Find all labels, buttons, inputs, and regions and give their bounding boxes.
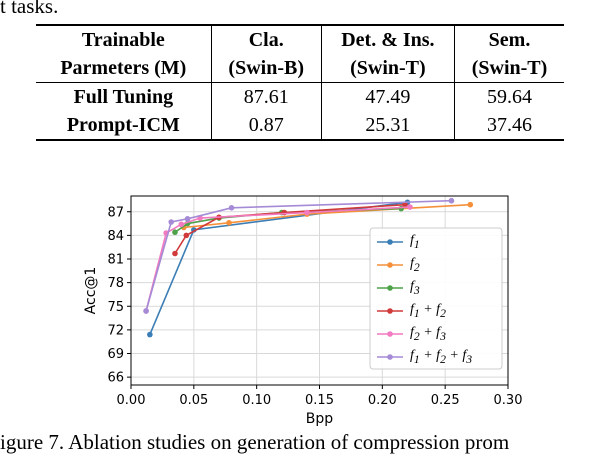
x-tick-label: 0.05 <box>179 393 208 408</box>
data-point <box>183 232 190 239</box>
table-header-row-1: Trainable Cla. Det. & Ins. Sem. <box>36 24 564 54</box>
caption-bottom: igure 7. Ablation studies on generation … <box>0 430 510 454</box>
legend-label: f2 <box>410 256 420 274</box>
x-tick-label: 0.20 <box>368 393 397 408</box>
x-tick-label: 0.30 <box>494 393 523 408</box>
chart-legend: f1 f2 f3 f1 + f2 f2 + f3 f1 + f2 + f3 <box>369 227 503 370</box>
data-point <box>147 331 153 338</box>
legend-swatch-marker <box>387 262 393 268</box>
col-header: Trainable <box>36 24 212 54</box>
legend-label: f1 + f2 <box>410 302 446 320</box>
legend-entry: f1 + f2 <box>410 302 446 320</box>
data-point <box>226 219 232 226</box>
col-header: (Swin-B) <box>210 54 322 83</box>
y-tick-label: 69 <box>107 347 124 362</box>
legend-swatch-marker <box>387 285 393 291</box>
x-tick-label: 0.15 <box>305 393 334 408</box>
data-point <box>402 201 408 208</box>
col-header: Parmeters (M) <box>60 57 187 79</box>
legend-label: f1 <box>410 233 420 251</box>
data-point <box>143 308 149 314</box>
data-point <box>228 205 235 211</box>
legend-label: f3 <box>410 279 420 297</box>
y-tick-label: 75 <box>107 300 124 315</box>
data-point <box>448 197 455 204</box>
ablation-chart: 0.00 0.05 0.10 0.15 0.20 0.25 0.30 66 69 72 75 78 81… <box>0 190 598 430</box>
table-cell: 87.61 <box>210 82 322 111</box>
legend-label: f2 + f3 <box>410 325 446 343</box>
legend-entry: f1 <box>410 233 420 251</box>
col-header: Sem. <box>454 24 564 54</box>
data-point <box>467 201 474 208</box>
legend-swatch-marker <box>387 239 393 245</box>
legend-label: f1 + f2 + f3 <box>410 348 473 366</box>
data-point <box>304 209 310 216</box>
y-tick-label: 84 <box>107 229 124 244</box>
x-tick-label: 0.00 <box>117 393 146 408</box>
y-tick-label: 81 <box>107 253 124 268</box>
y-tick-label: 87 <box>107 205 124 220</box>
series-line <box>145 206 411 312</box>
data-point <box>168 219 175 225</box>
data-point <box>407 204 413 210</box>
legend-entry: f2 <box>410 256 420 274</box>
table-cell: 25.31 <box>320 111 455 141</box>
legend-entry: f3 <box>410 279 420 297</box>
row-label: Prompt-ICM <box>36 111 212 141</box>
legend-entry: f2 + f3 <box>410 325 446 343</box>
col-header: Det. & Ins. <box>320 24 455 54</box>
chart-ticks: 0.00 0.05 0.10 0.15 0.20 0.25 0.30 66 69 72 75 78 81… <box>107 205 522 408</box>
legend-entry: f1 + f2 + f3 <box>410 348 473 366</box>
data-point <box>178 221 185 228</box>
table-row: Full Tuning 87.61 47.49 59.64 <box>36 82 564 111</box>
data-point <box>184 216 191 222</box>
col-header: (Swin-T) <box>454 54 564 83</box>
y-tick-label: 66 <box>107 371 124 386</box>
table-row: Prompt-ICM 0.87 25.31 37.46 <box>36 111 564 141</box>
col-header: Cla. <box>210 24 322 54</box>
table-cell: 0.87 <box>210 111 322 141</box>
legend-swatch-marker <box>387 308 393 314</box>
chart-svg: 0.00 0.05 0.10 0.15 0.20 0.25 0.30 66 69 72 75 78 81… <box>83 195 522 427</box>
y-axis-label: Acc@1 <box>83 267 99 315</box>
x-axis-label: Bpp <box>306 411 333 427</box>
x-tick-label: 0.10 <box>242 393 271 408</box>
table-cell: 37.46 <box>454 111 564 141</box>
y-tick-label: 72 <box>107 323 124 338</box>
data-point <box>172 250 178 257</box>
table-header-row-2: Parmeters (M) (Swin-B) (Swin-T) (Swin-T) <box>36 54 564 83</box>
y-tick-label: 78 <box>107 276 124 291</box>
legend-swatch-marker <box>387 331 393 337</box>
legend-swatch-marker <box>387 354 393 360</box>
row-label: Full Tuning <box>36 82 212 111</box>
chart-series <box>143 197 474 338</box>
col-header: (Swin-T) <box>320 54 455 83</box>
x-tick-label: 0.25 <box>431 393 460 408</box>
table-cell: 47.49 <box>320 82 455 111</box>
parameters-table: Trainable Cla. Det. & Ins. Sem. Parmeter… <box>36 24 564 141</box>
table-cell: 59.64 <box>454 82 564 111</box>
data-point <box>172 229 178 236</box>
caption-top: t tasks. <box>0 0 59 18</box>
